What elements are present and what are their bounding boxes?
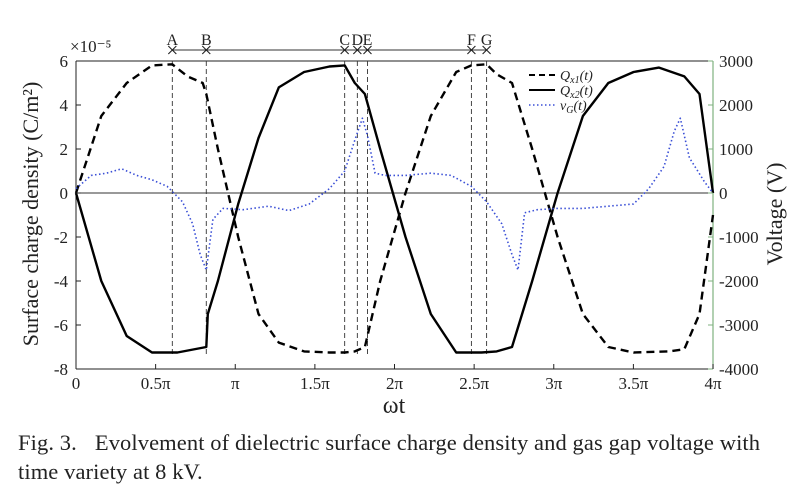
marker-cross <box>340 45 350 55</box>
phase-marker-lines <box>171 61 488 354</box>
left-tick-label: -4 <box>54 272 69 291</box>
x-tick-label: 0 <box>72 374 81 393</box>
right-tick-label: 2000 <box>719 96 753 115</box>
marker-cross <box>467 45 476 55</box>
marker-cross <box>363 45 372 55</box>
x-tick-label: 2π <box>386 374 404 393</box>
x-tick-label: 2.5π <box>459 374 489 393</box>
x-axis-ticks: 0 0.5π π 1.5π 2π 2.5π 3π 3.5π 4π <box>72 364 722 393</box>
marker-cross <box>201 45 211 55</box>
legend-label: vG(t) <box>560 99 587 116</box>
marker-label: B <box>201 32 212 49</box>
right-tick-label: 1000 <box>719 140 753 159</box>
right-tick-label: -4000 <box>719 360 759 379</box>
left-tick-label: 0 <box>60 184 69 203</box>
plot-frame <box>75 60 714 370</box>
x-tick-label: 3.5π <box>618 374 648 393</box>
right-tick-label: -1000 <box>719 228 759 247</box>
left-tick-label: -2 <box>54 228 68 247</box>
series-line-qx2 <box>74 64 715 354</box>
marker-label: E <box>363 32 373 49</box>
x-tick-label: π <box>231 374 240 393</box>
marker-cross <box>167 45 177 55</box>
marker-label: A <box>167 32 179 49</box>
marker-label: D <box>352 32 364 49</box>
legend-label: Qx2(t) <box>560 84 593 101</box>
chart: -8 -6 -4 -2 0 2 4 6 -4000 -3000 -2000 -1000 0 1000 20… <box>18 32 787 419</box>
legend-label: Qx1(t) <box>560 69 593 86</box>
series-layer <box>74 63 715 354</box>
left-axis-ticks: -8 -6 -4 -2 0 2 4 6 <box>54 52 81 379</box>
series-line-vg <box>75 117 714 271</box>
y-axis-label-left: Surface charge density (C/m²) <box>18 82 43 347</box>
marker-label: G <box>481 32 493 49</box>
series-line-qx1 <box>74 63 715 354</box>
left-tick-label: 2 <box>60 140 69 159</box>
left-tick-label: 6 <box>60 52 69 71</box>
marker-cross <box>482 45 491 55</box>
left-axis-exponent: ×10⁻⁵ <box>70 37 112 56</box>
x-axis-label: ωt <box>383 393 406 419</box>
legend: Qx1(t)Qx2(t)vG(t) <box>529 69 593 116</box>
caption-text: Evolvement of dielectric surface charge … <box>18 430 761 484</box>
x-tick-label: 4π <box>704 374 722 393</box>
right-tick-label: 0 <box>719 184 728 203</box>
right-tick-label: -2000 <box>719 272 759 291</box>
right-axis-ticks: -4000 -3000 -2000 -1000 0 1000 2000 3000 <box>708 52 759 379</box>
right-tick-label: -3000 <box>719 316 759 335</box>
right-tick-label: 3000 <box>719 52 753 71</box>
left-tick-label: -8 <box>54 360 68 379</box>
marker-label: F <box>467 32 476 49</box>
y-axis-label-right: Voltage (V) <box>762 163 787 266</box>
x-tick-label: 0.5π <box>141 374 171 393</box>
left-tick-label: 4 <box>60 96 69 115</box>
marker-cross <box>352 45 362 55</box>
marker-label: C <box>339 32 350 49</box>
x-tick-label: 3π <box>545 374 563 393</box>
left-tick-label: -6 <box>54 316 68 335</box>
caption-label: Fig. 3. <box>18 430 77 455</box>
figure-caption: Fig. 3. Evolvement of dielectric surface … <box>18 428 798 486</box>
x-tick-label: 1.5π <box>300 374 330 393</box>
